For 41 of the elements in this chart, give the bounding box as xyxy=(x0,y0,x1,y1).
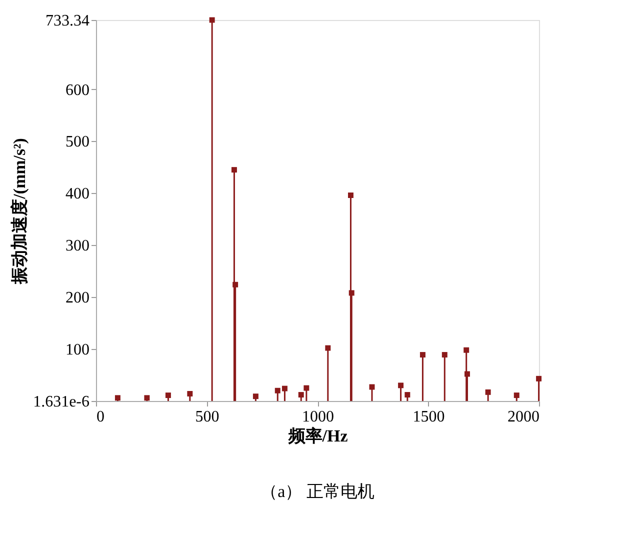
point xyxy=(304,385,310,391)
point xyxy=(420,352,426,358)
y-axis-title: 振动加速度/(mm/s²) xyxy=(10,138,30,285)
point xyxy=(348,192,354,198)
point xyxy=(442,352,448,358)
point xyxy=(404,392,410,398)
point xyxy=(514,392,520,398)
point xyxy=(485,389,491,395)
point xyxy=(398,382,404,388)
y-tick-label: 300 xyxy=(66,238,90,255)
x-tick-label: 500 xyxy=(195,408,220,426)
x-tick-label: 0 xyxy=(96,408,104,426)
y-tick-label: 200 xyxy=(66,290,90,307)
point xyxy=(282,386,288,392)
point xyxy=(536,376,542,382)
x-tick-label: 1500 xyxy=(412,408,445,426)
point xyxy=(231,167,237,173)
point xyxy=(348,290,354,296)
text: （a） 正常电机 xyxy=(260,482,374,501)
point xyxy=(325,345,331,351)
point xyxy=(298,392,304,398)
point xyxy=(187,390,193,396)
point xyxy=(464,347,470,353)
y-tick-label: 100 xyxy=(66,342,90,359)
point xyxy=(165,392,171,398)
x-tick-label: 2000 xyxy=(508,408,540,426)
y-tick-label: 500 xyxy=(66,134,90,151)
point xyxy=(232,282,238,288)
x-tick-label: 1000 xyxy=(302,408,334,426)
point xyxy=(209,17,215,23)
y-tick-label: 733.34 xyxy=(46,12,90,30)
y-tick-label: 600 xyxy=(66,82,90,99)
point xyxy=(144,395,150,401)
point xyxy=(252,394,258,400)
x-axis-title: 频率/Hz xyxy=(287,426,348,446)
point xyxy=(464,371,470,377)
point xyxy=(369,384,375,390)
point xyxy=(274,388,280,394)
point xyxy=(114,395,120,401)
y-tick-label: 1.631e-6 xyxy=(33,394,90,410)
y-tick-label: 400 xyxy=(66,186,90,203)
